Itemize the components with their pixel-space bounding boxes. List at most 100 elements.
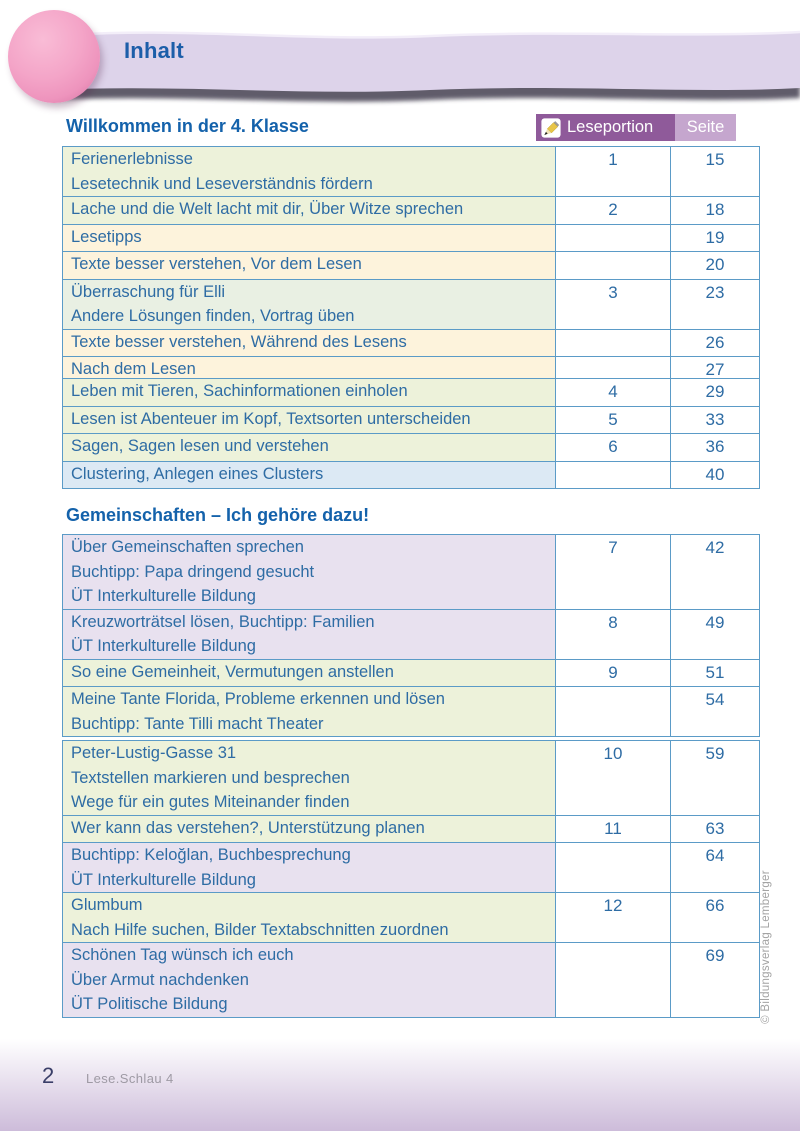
row-seite-cell: 36 bbox=[670, 433, 760, 462]
toc-group: Leben mit Tieren, Sachinformationen einh… bbox=[62, 378, 760, 489]
row-topic-line: Überraschung für Elli bbox=[71, 282, 226, 301]
toc-row: Meine Tante Florida, Probleme erkennen u… bbox=[62, 686, 760, 737]
row-leseportion-cell bbox=[555, 251, 671, 280]
row-topic-cell: Kreuzworträtsel lösen, Buchtipp: Familie… bbox=[62, 608, 556, 660]
row-topic-line: ÜT Interkulturelle Bildung bbox=[71, 637, 256, 655]
row-topic-line: Clustering, Anlegen eines Clusters bbox=[71, 464, 324, 483]
toc-row: Lesetipps 19 bbox=[62, 223, 760, 252]
toc-group: Ferienerlebnisse Lesetechnik und Lesevers… bbox=[62, 146, 760, 385]
row-topic-line: Über Gemeinschaften sprechen bbox=[71, 538, 304, 556]
row-topic-line: Buchtipp: Keloğlan, Buchbesprechung bbox=[71, 846, 351, 864]
row-seite-cell: 19 bbox=[670, 223, 760, 252]
pink-circle-decoration bbox=[8, 10, 100, 103]
row-topic-cell: Sagen, Sagen lesen und verstehen bbox=[62, 433, 556, 462]
row-topic-line: Wer kann das verstehen?, Unterstützung p… bbox=[71, 818, 425, 837]
bottom-gradient bbox=[0, 1039, 800, 1131]
row-seite-cell: 23 bbox=[670, 278, 760, 330]
row-topic-line: Schönen Tag wünsch ich euch bbox=[71, 946, 294, 964]
toc-row: Sagen, Sagen lesen und verstehen 6 36 bbox=[62, 433, 760, 462]
toc-row: Kreuzworträtsel lösen, Buchtipp: Familie… bbox=[62, 608, 760, 660]
row-topic-cell: Wer kann das verstehen?, Unterstützung p… bbox=[62, 814, 556, 843]
row-topic-line: Ferienerlebnisse bbox=[71, 150, 193, 168]
table-column-header: Leseportion Seite bbox=[536, 114, 736, 141]
row-topic-line: Texte besser verstehen, Während des Lese… bbox=[71, 332, 407, 351]
row-leseportion-cell: 4 bbox=[555, 378, 671, 407]
toc-row: Lesen ist Abenteuer im Kopf, Textsorten … bbox=[62, 405, 760, 434]
row-seite-cell: 69 bbox=[670, 942, 760, 1018]
row-topic-cell: Clustering, Anlegen eines Clusters bbox=[62, 460, 556, 489]
row-leseportion-cell bbox=[555, 686, 671, 737]
row-topic-cell: Leben mit Tieren, Sachinformationen einh… bbox=[62, 378, 556, 407]
row-topic-cell: Peter-Lustig-Gasse 31 Textstellen markier… bbox=[62, 740, 556, 816]
row-seite-cell: 63 bbox=[670, 814, 760, 843]
row-seite-cell: 51 bbox=[670, 658, 760, 687]
row-leseportion-cell: 5 bbox=[555, 405, 671, 434]
row-topic-cell: Texte besser verstehen, Während des Lese… bbox=[62, 328, 556, 357]
row-topic-line: Lache und die Welt lacht mit dir, Über W… bbox=[71, 200, 464, 218]
row-topic-line: Über Armut nachdenken bbox=[71, 970, 249, 989]
toc-row: Wer kann das verstehen?, Unterstützung p… bbox=[62, 814, 760, 843]
row-topic-cell: So eine Gemeinheit, Vermutungen anstelle… bbox=[62, 658, 556, 687]
row-topic-line: ÜT Interkulturelle Bildung bbox=[71, 870, 256, 889]
row-topic-line: Texte besser verstehen, Vor dem Lesen bbox=[71, 255, 362, 273]
row-leseportion-cell bbox=[555, 223, 671, 252]
row-topic-line: So eine Gemeinheit, Vermutungen anstelle… bbox=[71, 662, 394, 681]
toc-row: Lache und die Welt lacht mit dir, Über W… bbox=[62, 196, 760, 225]
row-leseportion-cell: 10 bbox=[555, 740, 671, 816]
section-title-gemeinschaften: Gemeinschaften – Ich gehöre dazu! bbox=[66, 505, 370, 525]
toc-row: Buchtipp: Keloğlan, Buchbesprechung ÜT In… bbox=[62, 842, 760, 893]
row-topic-line: Kreuzworträtsel lösen, Buchtipp: Familie… bbox=[71, 612, 375, 631]
seite-header: Seite bbox=[675, 114, 736, 141]
row-seite-cell: 49 bbox=[670, 608, 760, 660]
row-leseportion-cell bbox=[555, 842, 671, 893]
toc-group: Über Gemeinschaften sprechen Buchtipp: Pa… bbox=[62, 534, 760, 737]
row-topic-line: Lesetechnik und Leseverständnis fördern bbox=[71, 174, 373, 193]
band-shape bbox=[52, 32, 800, 92]
row-topic-cell: Ferienerlebnisse Lesetechnik und Lesevers… bbox=[62, 146, 556, 197]
row-topic-line: Textstellen markieren und besprechen bbox=[71, 768, 350, 787]
row-topic-cell: Schönen Tag wünsch ich euch Über Armut na… bbox=[62, 942, 556, 1018]
page-title: Inhalt bbox=[124, 38, 184, 63]
row-topic-line: Leben mit Tieren, Sachinformationen einh… bbox=[71, 382, 408, 400]
row-topic-line: Andere Lösungen finden, Vortrag üben bbox=[71, 307, 355, 325]
row-topic-cell: Lesetipps bbox=[62, 223, 556, 252]
row-topic-line: Buchtipp: Tante Tilli macht Theater bbox=[71, 714, 324, 733]
row-leseportion-cell: 9 bbox=[555, 658, 671, 687]
row-topic-cell: Überraschung für Elli Andere Lösungen fin… bbox=[62, 278, 556, 330]
leseportion-header: Leseportion bbox=[536, 114, 675, 141]
row-topic-line: Lesen ist Abenteuer im Kopf, Textsorten … bbox=[71, 409, 471, 428]
row-topic-cell: Meine Tante Florida, Probleme erkennen u… bbox=[62, 686, 556, 737]
row-leseportion-cell: 11 bbox=[555, 814, 671, 843]
row-topic-line: Buchtipp: Papa dringend gesucht bbox=[71, 562, 315, 581]
toc-row: Texte besser verstehen, Während des Lese… bbox=[62, 328, 760, 357]
section-title-willkommen: Willkommen in der 4. Klasse bbox=[66, 116, 309, 136]
row-topic-line: Meine Tante Florida, Probleme erkennen u… bbox=[71, 690, 445, 708]
row-seite-cell: 54 bbox=[670, 686, 760, 737]
toc-group: Peter-Lustig-Gasse 31 Textstellen markier… bbox=[62, 740, 760, 1018]
row-seite-cell: 64 bbox=[670, 842, 760, 893]
row-topic-line: Lesetipps bbox=[71, 227, 142, 246]
pencil-icon bbox=[541, 117, 561, 138]
toc-row: So eine Gemeinheit, Vermutungen anstelle… bbox=[62, 658, 760, 687]
row-seite-cell: 18 bbox=[670, 196, 760, 225]
row-seite-cell: 33 bbox=[670, 405, 760, 434]
toc-row: Leben mit Tieren, Sachinformationen einh… bbox=[62, 378, 760, 407]
row-topic-line: ÜT Politische Bildung bbox=[71, 995, 228, 1013]
row-seite-cell: 66 bbox=[670, 892, 760, 943]
row-topic-cell: Lesen ist Abenteuer im Kopf, Textsorten … bbox=[62, 405, 556, 434]
toc-row: Peter-Lustig-Gasse 31 Textstellen markier… bbox=[62, 740, 760, 816]
row-seite-cell: 20 bbox=[670, 251, 760, 280]
row-seite-cell: 40 bbox=[670, 460, 760, 489]
row-leseportion-cell bbox=[555, 942, 671, 1018]
toc-row: Überraschung für Elli Andere Lösungen fin… bbox=[62, 278, 760, 330]
row-topic-line: Peter-Lustig-Gasse 31 bbox=[71, 744, 237, 762]
seite-header-label: Seite bbox=[686, 118, 725, 136]
toc-table: Ferienerlebnisse Lesetechnik und Lesevers… bbox=[62, 146, 760, 385]
row-seite-cell: 59 bbox=[670, 740, 760, 816]
row-topic-cell: Glumbum Nach Hilfe suchen, Bilder Textabs… bbox=[62, 892, 556, 943]
toc-row: Schönen Tag wünsch ich euch Über Armut na… bbox=[62, 942, 760, 1018]
row-topic-cell: Texte besser verstehen, Vor dem Lesen bbox=[62, 251, 556, 280]
row-topic-line: Glumbum bbox=[71, 896, 143, 914]
row-topic-cell: Lache und die Welt lacht mit dir, Über W… bbox=[62, 196, 556, 225]
row-topic-line: Wege für ein gutes Miteinander finden bbox=[71, 793, 350, 811]
